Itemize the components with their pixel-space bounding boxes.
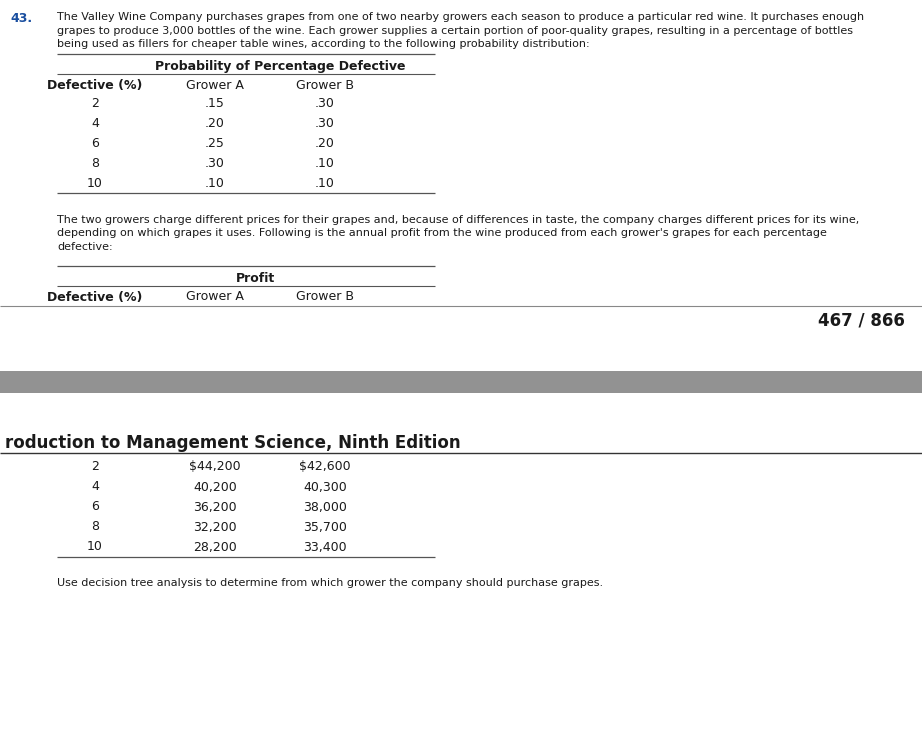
- Text: 40,300: 40,300: [303, 480, 347, 493]
- Text: Defective (%): Defective (%): [47, 79, 143, 92]
- Text: 4: 4: [91, 117, 99, 130]
- Text: 8: 8: [91, 157, 99, 170]
- Text: 36,200: 36,200: [194, 501, 237, 513]
- Bar: [0, 371, 922, 393]
- Text: 467 / 866: 467 / 866: [818, 312, 905, 329]
- Text: Use decision tree analysis to determine from which grower the company should pur: Use decision tree analysis to determine …: [57, 578, 603, 588]
- Text: .30: .30: [315, 97, 335, 110]
- Text: 6: 6: [91, 137, 99, 150]
- Text: 8: 8: [91, 520, 99, 534]
- Text: .10: .10: [315, 177, 335, 190]
- Text: .25: .25: [205, 137, 225, 150]
- Text: Grower A: Grower A: [186, 291, 244, 304]
- Text: being used as fillers for cheaper table wines, according to the following probab: being used as fillers for cheaper table …: [57, 39, 590, 49]
- Text: 6: 6: [91, 501, 99, 513]
- Text: 2: 2: [91, 461, 99, 474]
- Text: The Valley Wine Company purchases grapes from one of two nearby growers each sea: The Valley Wine Company purchases grapes…: [57, 12, 864, 22]
- Text: .30: .30: [315, 117, 335, 130]
- Text: 10: 10: [87, 177, 103, 190]
- Text: roduction to Management Science, Ninth Edition: roduction to Management Science, Ninth E…: [5, 434, 461, 453]
- Text: 43.: 43.: [10, 12, 32, 25]
- Text: 4: 4: [91, 480, 99, 493]
- Text: Grower B: Grower B: [296, 79, 354, 92]
- Text: Grower A: Grower A: [186, 79, 244, 92]
- Text: The two growers charge different prices for their grapes and, because of differe: The two growers charge different prices …: [57, 215, 859, 225]
- Text: 32,200: 32,200: [194, 520, 237, 534]
- Text: Probability of Percentage Defective: Probability of Percentage Defective: [155, 60, 406, 73]
- Text: 28,200: 28,200: [193, 540, 237, 553]
- Text: 2: 2: [91, 97, 99, 110]
- Text: .30: .30: [205, 157, 225, 170]
- Text: $42,600: $42,600: [299, 461, 350, 474]
- Text: 10: 10: [87, 540, 103, 553]
- Text: .15: .15: [205, 97, 225, 110]
- Text: .10: .10: [315, 157, 335, 170]
- Text: grapes to produce 3,000 bottles of the wine. Each grower supplies a certain port: grapes to produce 3,000 bottles of the w…: [57, 26, 853, 36]
- Text: Profit: Profit: [235, 272, 275, 285]
- Text: depending on which grapes it uses. Following is the annual profit from the wine : depending on which grapes it uses. Follo…: [57, 228, 827, 239]
- Text: Defective (%): Defective (%): [47, 291, 143, 304]
- Text: $44,200: $44,200: [189, 461, 241, 474]
- Text: 35,700: 35,700: [303, 520, 347, 534]
- Text: .20: .20: [205, 117, 225, 130]
- Text: .20: .20: [315, 137, 335, 150]
- Text: 38,000: 38,000: [303, 501, 347, 513]
- Text: 40,200: 40,200: [193, 480, 237, 493]
- Text: 33,400: 33,400: [303, 540, 347, 553]
- Text: defective:: defective:: [57, 242, 112, 252]
- Text: .10: .10: [205, 177, 225, 190]
- Text: Grower B: Grower B: [296, 291, 354, 304]
